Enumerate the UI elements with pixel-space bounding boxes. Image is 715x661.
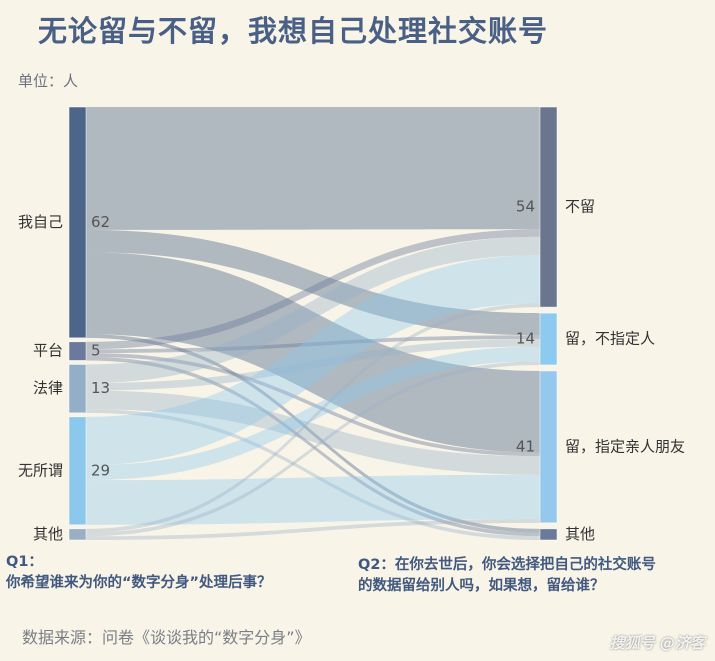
left-node-2 [68, 341, 87, 361]
flow-11 [86, 390, 540, 475]
left-node-1 [68, 106, 87, 339]
sankey-links [86, 107, 540, 540]
question-1: Q1： 你希望谁来为你的“数字分身”处理后事？ [6, 552, 272, 594]
right-node-4 [539, 528, 558, 541]
right-node-2 [539, 312, 558, 366]
right-node-label-3: 留，指定亲人朋友 [565, 437, 685, 455]
right-node-label-4: 其他 [565, 525, 595, 543]
flow-16 [86, 303, 540, 533]
question-2: Q2：在你去世后，你会选择把自己的社交账号 的数据留给别人吗，如果想，留给谁？ [358, 555, 656, 597]
left-node-value-3: 13 [91, 379, 110, 397]
left-node-value-1: 62 [91, 213, 110, 231]
left-node-label-1: 我自己 [18, 213, 63, 231]
left-node-label-4: 无所谓 [18, 461, 63, 479]
sankey-nodes [68, 106, 558, 541]
left-node-label-2: 平台 [33, 342, 63, 360]
right-node-3 [539, 370, 558, 524]
question-2-line-2: 的数据留给别人吗，如果想，留给谁？ [358, 578, 605, 594]
right-node-label-2: 留，不指定人 [565, 330, 655, 348]
question-1-line-1: Q1： [6, 554, 43, 570]
unit-label: 单位：人 [18, 72, 79, 90]
left-node-value-4: 29 [91, 461, 110, 479]
flow-9 [86, 236, 540, 384]
right-node-value-2: 14 [516, 330, 535, 348]
right-node-value-1: 54 [516, 198, 535, 216]
left-node-label-3: 法律 [33, 379, 63, 397]
flow-2 [86, 229, 540, 336]
left-node-value-2: 5 [91, 342, 101, 360]
flow-10 [86, 339, 540, 391]
flow-1 [86, 107, 540, 230]
right-node-value-3: 41 [516, 437, 535, 455]
flow-14 [86, 346, 540, 481]
left-node-3 [68, 364, 87, 414]
flow-6 [86, 335, 540, 354]
left-node-4 [68, 416, 87, 526]
flow-3 [86, 252, 540, 453]
flow-8 [86, 356, 540, 537]
data-source: 数据来源：问卷《谈谈我的“数字分身”》 [22, 628, 311, 647]
question-2-line-1: Q2：在你去世后，你会选择把自己的社交账号 [358, 557, 656, 573]
right-node-label-1: 不留 [565, 198, 595, 216]
question-1-line-2: 你希望谁来为你的“数字分身”处理后事？ [6, 575, 272, 591]
sankey-labels: 我自己 62 平台 5 法律 13 无所谓 29 其他 不留 54 留，不指定人 14 留，指定亲人朋友 4… [18, 198, 685, 543]
watermark-logo: 搜狐号 @济客 [609, 634, 705, 652]
flow-18 [86, 519, 540, 540]
flow-15 [86, 474, 540, 525]
left-node-5 [68, 528, 87, 541]
flow-12 [86, 409, 540, 540]
flow-7 [86, 353, 540, 457]
flow-4 [86, 334, 540, 533]
chart-title: 无论留与不留，我想自己处理社交账号 [38, 14, 549, 48]
left-node-label-5: 其他 [33, 525, 63, 543]
right-node-1 [539, 106, 558, 308]
flow-17 [86, 361, 540, 537]
flow-13 [86, 255, 540, 466]
flow-5 [86, 229, 540, 350]
